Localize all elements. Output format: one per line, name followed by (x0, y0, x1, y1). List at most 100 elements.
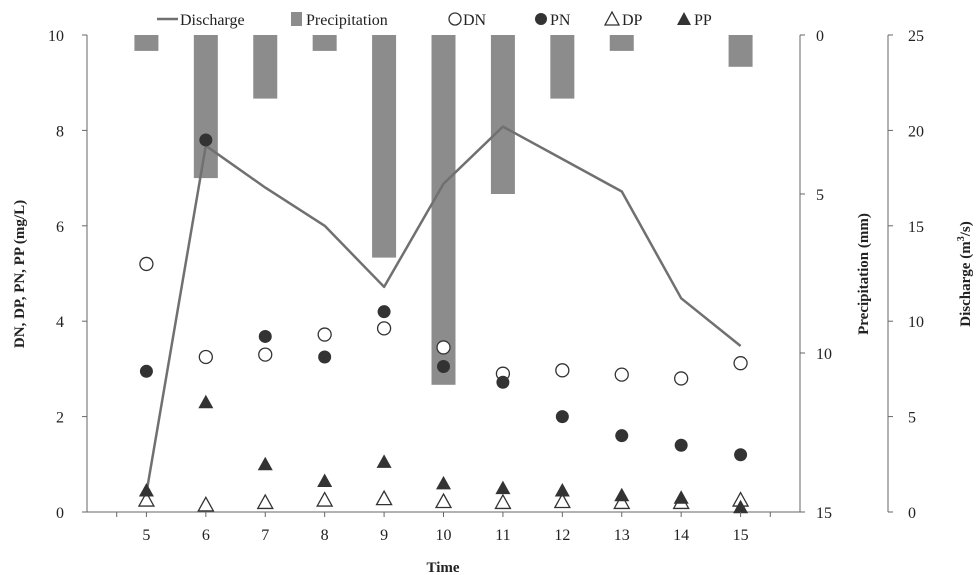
precip-tick-label: 15 (816, 505, 832, 522)
precipitation-bar (728, 35, 753, 67)
discharge-axis-title: Discharge (m3/s) (956, 221, 974, 326)
discharge-tick-label: 5 (908, 410, 916, 427)
dn-point (198, 349, 213, 365)
dp-point (553, 492, 571, 509)
left-tick-label: 0 (56, 505, 64, 522)
precipitation-bar (550, 35, 575, 99)
left-tick-label: 2 (56, 410, 64, 427)
precipitation-bar (372, 35, 397, 258)
precipitation-bar (431, 35, 456, 385)
x-axis-title: Time (426, 560, 459, 575)
dn-point (258, 347, 273, 362)
dn-point (733, 356, 748, 371)
discharge-title-superscript: 3 (956, 236, 967, 241)
discharge-tick-label: 15 (908, 219, 924, 236)
pn-point (258, 329, 272, 343)
dn-point (555, 363, 570, 378)
pn-point (734, 448, 748, 462)
pp-point (495, 480, 511, 495)
pn-point (437, 360, 450, 374)
pn-point (377, 305, 391, 319)
dn-point (317, 327, 332, 342)
precip-tick-label: 0 (816, 28, 824, 45)
left-tick-label: 4 (56, 314, 64, 331)
pn-point (555, 410, 569, 424)
pp-point (257, 456, 273, 471)
discharge-title-end: /s) (958, 221, 974, 237)
precipitation-bars (134, 35, 753, 385)
precip-axis-title: Precipitation (mm) (856, 213, 872, 335)
precip-tick-label: 10 (816, 346, 832, 363)
discharge-tick-label: 0 (908, 505, 916, 522)
left-tick-label: 6 (56, 219, 64, 236)
dn-point (376, 321, 392, 336)
precipitation-bar (253, 35, 278, 99)
discharge-line-path (145, 125, 742, 494)
x-tick-label: 13 (614, 527, 630, 544)
x-tick-label: 12 (554, 527, 570, 544)
precipitation-bar (490, 35, 515, 194)
precipitation-bar (193, 35, 218, 179)
dp-point (375, 489, 393, 506)
x-tick-label: 5 (142, 527, 150, 544)
dp-point (494, 493, 512, 510)
dn-point (139, 256, 154, 272)
legend-discharge-label: Discharge (180, 12, 245, 29)
pn-point (139, 364, 153, 378)
pp-point (554, 483, 570, 497)
legend-dp-marker (603, 10, 621, 26)
discharge-tick-label: 20 (908, 123, 924, 140)
pn-point (199, 133, 213, 147)
legend-dp-label: DP (622, 12, 643, 29)
legend: Discharge Precipitation DN PN DP PP (157, 10, 712, 29)
pp-point (138, 483, 154, 497)
pn-point (318, 350, 332, 364)
precipitation-bar (312, 35, 337, 51)
discharge-tick-label: 25 (908, 28, 924, 45)
concentration-markers (137, 133, 750, 514)
left-tick-label: 10 (48, 28, 64, 45)
discharge-line (145, 125, 742, 494)
dp-point (137, 491, 156, 507)
dp-point (316, 491, 334, 507)
axis-ticks: 0 2 4 6 8 10 0 5 10 15 0 5 10 15 20 25 5 6 7 8 9 10 11 12 13 14 15 (48, 28, 924, 544)
legend-precipitation-swatch (291, 12, 302, 26)
precipitation-bar (609, 35, 634, 51)
dp-point (197, 496, 215, 512)
x-tick-label: 8 (321, 527, 329, 544)
pn-point (615, 429, 629, 443)
dn-point (436, 340, 451, 355)
precipitation-bar (134, 35, 159, 51)
pp-point (436, 475, 451, 490)
legend-dn-label: DN (463, 12, 487, 29)
x-tick-label: 7 (261, 527, 269, 544)
discharge-tick-label: 10 (908, 314, 924, 331)
x-tick-label: 11 (495, 527, 510, 544)
dp-point (256, 493, 274, 510)
x-tick-label: 9 (380, 527, 388, 544)
x-tick-label: 14 (673, 527, 689, 544)
discharge-title-main: Discharge (m (958, 241, 974, 327)
left-axis-title: DN, DP, PN, PP (mg/L) (12, 200, 28, 348)
left-tick-label: 8 (56, 123, 64, 140)
dn-point (674, 371, 689, 386)
pn-point (496, 375, 510, 389)
pp-point (733, 499, 749, 514)
dp-point (613, 493, 631, 510)
dp-point (434, 492, 453, 509)
legend-pn-marker (535, 13, 547, 25)
x-tick-label: 10 (436, 527, 452, 544)
legend-pn-label: PN (550, 12, 571, 29)
pp-point (198, 394, 214, 409)
pn-point (674, 438, 688, 452)
x-tick-label: 15 (733, 527, 749, 544)
precip-tick-label: 5 (816, 187, 824, 204)
x-tick-label: 6 (202, 527, 210, 544)
legend-dn-marker (448, 12, 462, 26)
legend-pp-label: PP (694, 12, 712, 29)
pp-point (317, 473, 333, 487)
pp-point (376, 454, 392, 468)
legend-precipitation-label: Precipitation (306, 12, 388, 29)
legend-pp-marker (677, 12, 691, 25)
